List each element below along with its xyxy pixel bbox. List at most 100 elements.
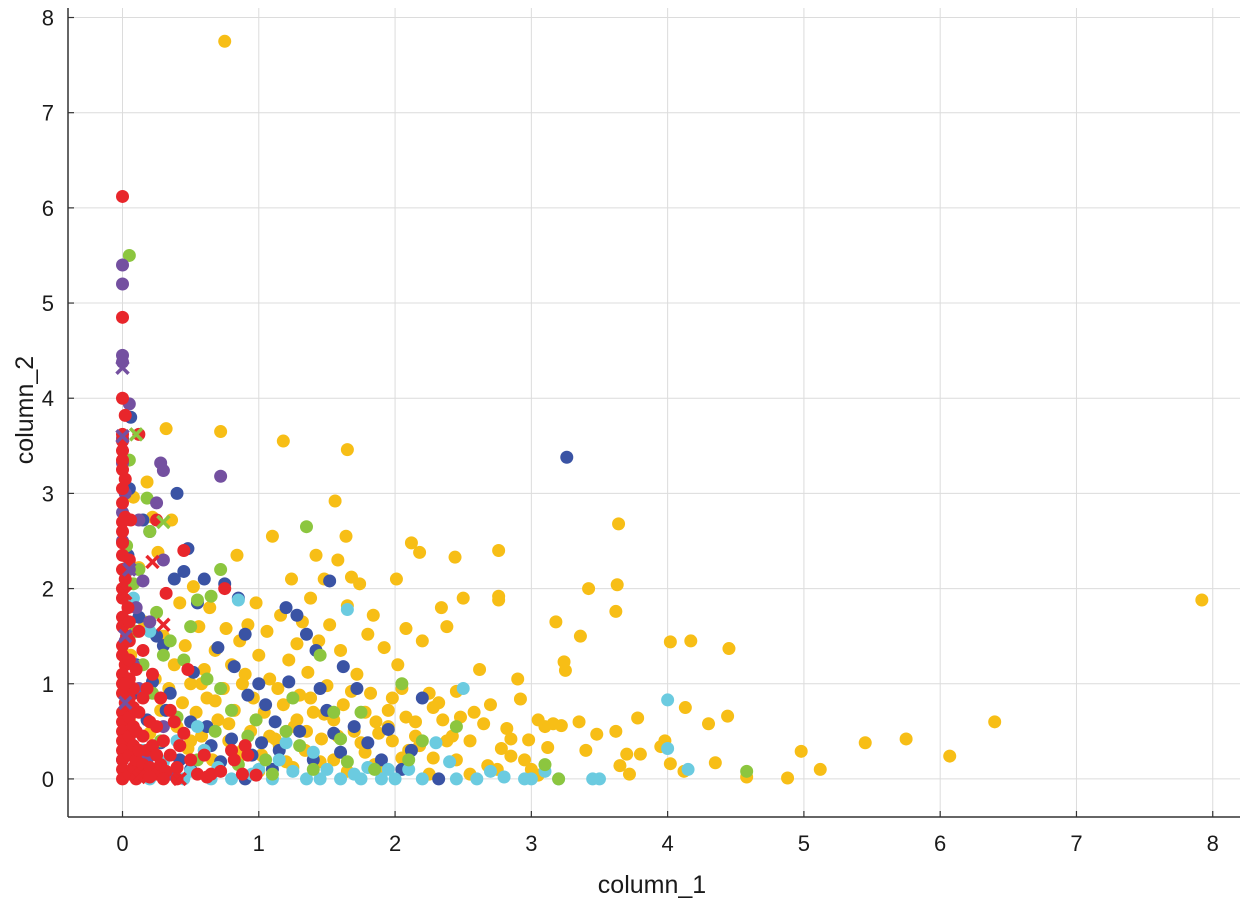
data-point-x [128, 427, 144, 442]
x-tick-label: 2 [389, 831, 401, 856]
data-point [323, 574, 337, 588]
data-point [218, 582, 232, 596]
data-point [208, 724, 222, 738]
data-point [301, 665, 315, 679]
data-point [463, 734, 477, 748]
data-point [334, 745, 348, 759]
data-point [492, 593, 506, 607]
data-point [252, 677, 266, 691]
data-point [456, 682, 470, 696]
data-point [271, 682, 285, 696]
data-point [381, 762, 395, 776]
data-point [449, 720, 463, 734]
data-point [116, 444, 130, 458]
data-point [208, 694, 222, 708]
data-point [167, 572, 181, 586]
data-point-x [156, 617, 171, 632]
data-point [272, 753, 286, 767]
data-point [369, 715, 383, 729]
data-point [492, 544, 506, 558]
data-point [299, 627, 313, 641]
x-tick-label: 7 [1070, 831, 1082, 856]
data-point-x-stroke [128, 427, 144, 442]
data-point [899, 732, 913, 746]
data-point [116, 277, 130, 291]
data-point [443, 755, 457, 769]
data-point-x [131, 769, 147, 785]
data-point [189, 705, 203, 719]
data-point [350, 682, 364, 696]
data-point [116, 515, 130, 529]
data-point [399, 622, 413, 636]
data-point [552, 772, 566, 786]
data-point [241, 688, 255, 702]
data-point [374, 772, 388, 786]
data-point [368, 762, 382, 776]
data-point [227, 660, 241, 674]
data-point [184, 677, 198, 691]
data-point [794, 744, 808, 758]
data-point-x [172, 771, 187, 787]
data-point [340, 603, 354, 617]
data-point [573, 629, 587, 643]
data-point [610, 578, 624, 592]
data-point [320, 762, 334, 776]
data-point [504, 749, 518, 763]
data-point [241, 748, 255, 762]
data-point [661, 693, 675, 707]
data-point [306, 745, 320, 759]
data-point [249, 713, 263, 727]
data-point [377, 641, 391, 655]
data-point [620, 747, 634, 761]
data-point [263, 672, 277, 686]
data-point [178, 639, 192, 653]
data-point [140, 475, 154, 489]
data-point [116, 310, 130, 324]
data-point [721, 709, 735, 723]
data-point-x [145, 554, 160, 570]
data-point [304, 691, 318, 705]
data-point [225, 703, 239, 717]
data-point [299, 520, 313, 534]
data-point [467, 705, 481, 719]
data-point [385, 691, 399, 705]
data-point [549, 615, 563, 629]
data-point [197, 572, 211, 586]
data-points [115, 34, 1209, 787]
data-point [1195, 593, 1209, 607]
data-point [500, 721, 514, 735]
data-point [136, 729, 150, 743]
data-point [156, 464, 170, 478]
data-point [259, 698, 273, 712]
x-tick-label: 1 [253, 831, 265, 856]
x-tick-label: 6 [934, 831, 946, 856]
data-point [402, 762, 416, 776]
data-point [518, 772, 532, 786]
data-point [415, 634, 429, 648]
data-point [708, 756, 722, 770]
y-tick-label: 4 [42, 386, 54, 411]
data-point [560, 450, 574, 464]
data-point [436, 713, 450, 727]
data-point [381, 703, 395, 717]
data-point [366, 608, 380, 622]
data-point-x-stroke [117, 695, 133, 711]
data-point [331, 553, 345, 567]
data-point [415, 691, 429, 705]
data-point [265, 529, 279, 543]
data-point [340, 755, 354, 769]
y-tick-label: 2 [42, 577, 54, 602]
data-point-x-stroke [156, 514, 171, 530]
data-point [211, 713, 225, 727]
data-point [663, 757, 677, 771]
data-point [214, 563, 228, 577]
data-point [304, 591, 318, 605]
data-point [473, 662, 487, 676]
y-axis-title: column_2 [11, 356, 39, 464]
data-point [381, 722, 395, 736]
data-point [385, 734, 399, 748]
data-point [276, 698, 290, 712]
data-point-x-stroke [117, 628, 133, 644]
data-point [143, 770, 157, 784]
data-point [702, 717, 716, 731]
